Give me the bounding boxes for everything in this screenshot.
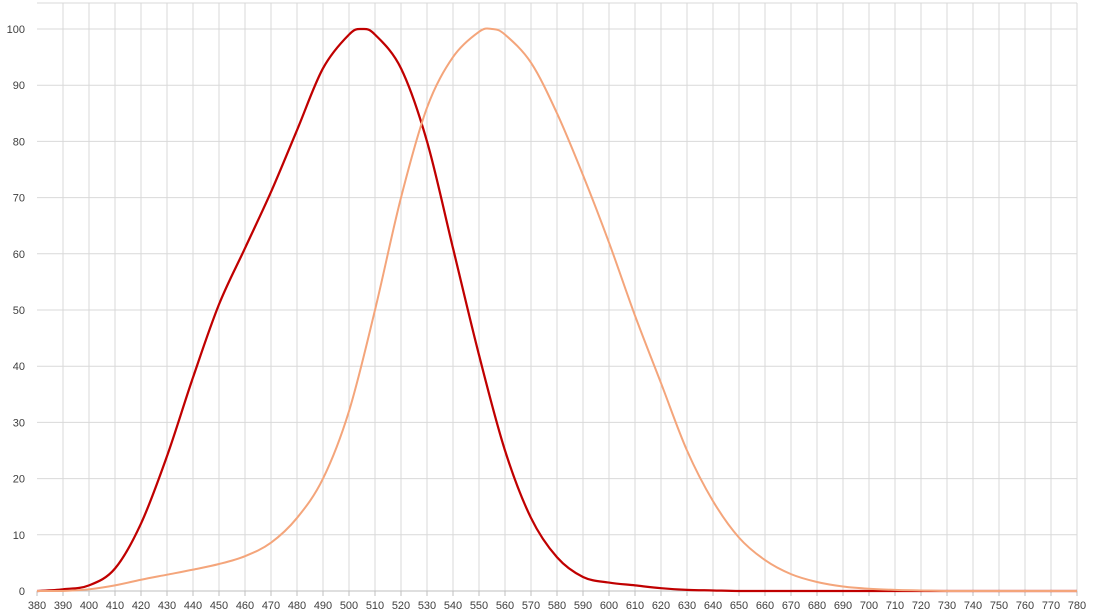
x-tick-label: 490 xyxy=(314,600,332,612)
x-tick-label: 450 xyxy=(210,600,228,612)
x-tick-label: 500 xyxy=(340,600,358,612)
x-tick-label: 740 xyxy=(964,600,982,612)
x-tick-label: 430 xyxy=(158,600,176,612)
x-tick-label: 650 xyxy=(730,600,748,612)
series-line-orange xyxy=(37,27,1077,592)
x-tick-label: 410 xyxy=(106,600,124,612)
y-tick-label: 40 xyxy=(13,361,25,373)
x-tick-label: 560 xyxy=(496,600,514,612)
y-tick-label: 80 xyxy=(13,136,25,148)
x-tick-label: 630 xyxy=(678,600,696,612)
x-tick-label: 730 xyxy=(938,600,956,612)
x-tick-label: 380 xyxy=(28,600,46,612)
x-tick-label: 720 xyxy=(912,600,930,612)
x-tick-label: 540 xyxy=(444,600,462,612)
x-tick-label: 700 xyxy=(860,600,878,612)
x-tick-label: 570 xyxy=(522,600,540,612)
x-tick-label: 440 xyxy=(184,600,202,612)
x-tick-label: 710 xyxy=(886,600,904,612)
x-tick-label: 550 xyxy=(470,600,488,612)
y-tick-label: 30 xyxy=(13,417,25,429)
x-tick-label: 600 xyxy=(600,600,618,612)
x-tick-label: 480 xyxy=(288,600,306,612)
y-tick-label: 100 xyxy=(7,24,25,36)
x-tick-label: 580 xyxy=(548,600,566,612)
y-tick-label: 0 xyxy=(19,586,25,598)
y-tick-label: 50 xyxy=(13,305,25,317)
x-tick-label: 660 xyxy=(756,600,774,612)
x-tick-label: 530 xyxy=(418,600,436,612)
x-tick-label: 470 xyxy=(262,600,280,612)
x-tick-label: 520 xyxy=(392,600,410,612)
x-tick-label: 640 xyxy=(704,600,722,612)
x-tick-label: 780 xyxy=(1068,600,1086,612)
y-tick-label: 20 xyxy=(13,474,25,486)
x-tick-label: 390 xyxy=(54,600,72,612)
tick-labels: 380 390 400 410 420 430 440 450 460 470 480 490 500 5… xyxy=(7,24,1087,612)
x-tick-label: 750 xyxy=(990,600,1008,612)
series-lines xyxy=(36,27,1077,593)
x-tick-label: 680 xyxy=(808,600,826,612)
x-tick-label: 670 xyxy=(782,600,800,612)
y-tick-label: 70 xyxy=(13,193,25,205)
x-tick-label: 690 xyxy=(834,600,852,612)
x-tick-label: 510 xyxy=(366,600,384,612)
gridlines xyxy=(37,2,1078,591)
x-tick-label: 760 xyxy=(1016,600,1034,612)
x-tick-label: 460 xyxy=(236,600,254,612)
x-tick-label: 610 xyxy=(626,600,644,612)
x-tick-label: 420 xyxy=(132,600,150,612)
x-tick-label: 400 xyxy=(80,600,98,612)
x-tick-label: 620 xyxy=(652,600,670,612)
x-tick-label: 770 xyxy=(1042,600,1060,612)
series-line-red xyxy=(36,27,1077,593)
y-tick-label: 90 xyxy=(13,80,25,92)
y-tick-label: 60 xyxy=(13,249,25,261)
x-tick-label: 590 xyxy=(574,600,592,612)
y-tick-label: 10 xyxy=(13,530,25,542)
